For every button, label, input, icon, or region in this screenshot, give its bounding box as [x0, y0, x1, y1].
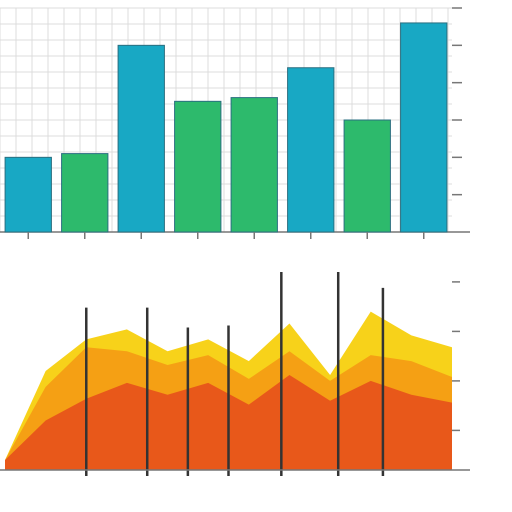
area-chart: [0, 272, 470, 476]
bar: [61, 153, 109, 233]
bar: [174, 100, 222, 233]
bar-chart: [0, 7, 470, 239]
bar: [287, 67, 335, 233]
bar: [4, 156, 52, 233]
bar: [117, 44, 165, 233]
bar: [343, 119, 391, 233]
bar: [400, 22, 448, 233]
bar: [230, 97, 278, 233]
